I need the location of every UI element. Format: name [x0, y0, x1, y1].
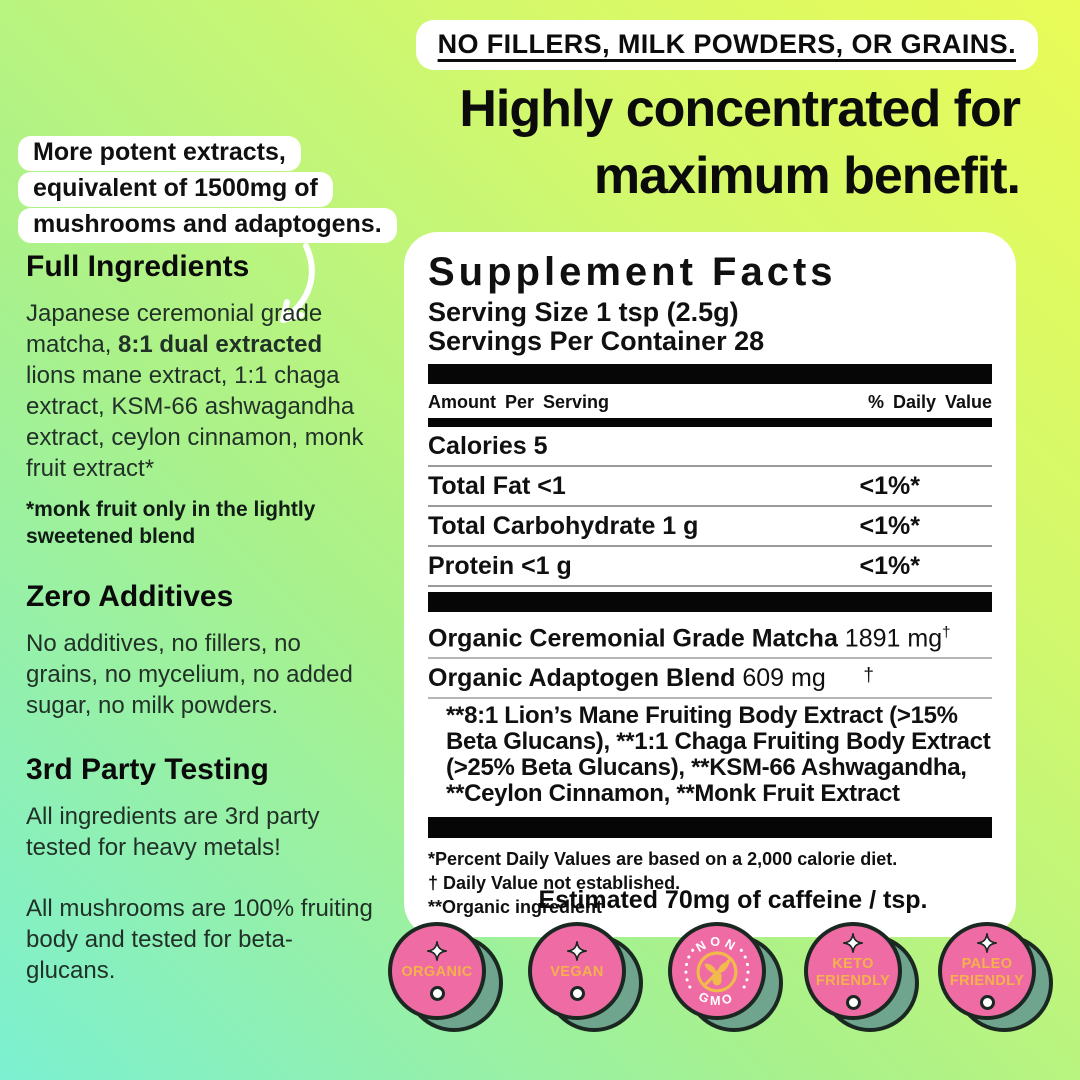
sparkle-icon	[843, 932, 863, 953]
badge-face: VEGAN	[528, 922, 626, 1020]
nutrient-name: Total Carbohydrate 1 g	[428, 512, 699, 540]
zero-additives-heading: Zero Additives	[26, 580, 234, 613]
servings-per-container: Servings Per Container 28	[428, 326, 765, 356]
sparkle-icon	[567, 941, 587, 961]
callout-row: mushrooms and adaptogens.	[18, 208, 418, 243]
down-arrow-icon	[280, 243, 315, 323]
matcha-row: Organic Ceremonial Grade Matcha 1891 mg†	[428, 619, 992, 660]
badge-dot	[569, 986, 585, 1001]
nutrient-row-calories: Calories 5	[428, 427, 992, 467]
callout-row: More potent extracts,	[18, 136, 418, 171]
badge-label: FRIENDLY	[949, 972, 1025, 989]
footnote-daily-value: † Daily Value not established.	[428, 873, 681, 894]
nutrient-value: <1%*	[859, 472, 920, 500]
daily-value-header: % Daily Value	[867, 392, 992, 412]
badge-bottom-text: GMO	[696, 989, 734, 1008]
badge-face: PALEO FRIENDLY	[938, 922, 1036, 1020]
badge-label: VEGAN	[550, 964, 604, 980]
badge-dot	[429, 986, 445, 1001]
sparkle-icon	[977, 932, 997, 953]
callout-row: equivalent of 1500mg of	[18, 172, 418, 207]
separator-bar-thick	[428, 592, 992, 612]
badge-label: PALEO	[961, 955, 1013, 972]
supplement-facts-title: Supplement Facts	[428, 250, 837, 294]
separator-bar-thin	[428, 418, 992, 427]
nutrient-value: <1%*	[859, 552, 920, 580]
badge-vegan: VEGAN	[528, 922, 650, 1040]
third-party-heading: 3rd Party Testing	[26, 753, 269, 786]
callout-bubble: More potent extracts, equivalent of 1500…	[18, 136, 418, 244]
separator-bar-thick	[428, 364, 992, 384]
headline-line-1: Highly concentrated for	[459, 80, 1021, 138]
badge-label: KETO	[832, 955, 874, 972]
nutrient-value: <1%*	[859, 512, 920, 540]
svg-text:GMO: GMO	[696, 989, 737, 1008]
amount-per-serving-header: Amount Per Serving	[428, 392, 610, 412]
blend-description: **8:1 Lion’s Mane Fruiting Body Extract …	[446, 702, 991, 808]
full-ingredients-heading: Full Ingredients	[26, 250, 250, 283]
matcha-name: Organic Ceremonial Grade Matcha	[428, 624, 838, 653]
matcha-dagger: †	[942, 624, 951, 641]
ingredients-text-pre: Japanese ceremonial grade matcha,	[26, 300, 323, 358]
nutrient-row-total-fat: Total Fat <1 <1%*	[428, 467, 992, 507]
blend-name: Organic Adaptogen Blend	[428, 664, 736, 693]
blend-row: Organic Adaptogen Blend 609 mg †	[428, 659, 992, 700]
blend-dagger: †	[863, 665, 874, 687]
badge-organic: ORGANIC	[388, 922, 510, 1040]
nutrient-row-carbohydrate: Total Carbohydrate 1 g <1%*	[428, 507, 992, 547]
nutrient-name: Protein <1 g	[428, 552, 572, 580]
badge-keto-friendly: KETO FRIENDLY	[804, 922, 926, 1040]
badge-dot	[979, 994, 995, 1010]
callout-line: equivalent of 1500mg of	[18, 172, 333, 207]
serving-size: Serving Size 1 tsp (2.5g)	[428, 297, 739, 327]
caffeine-note: Estimated 70mg of caffeine / tsp.	[538, 886, 928, 914]
blend-amount: 609 mg	[735, 664, 826, 693]
left-column: Full Ingredients Japanese ceremonial gra…	[26, 250, 374, 986]
headline-line-2: maximum benefit.	[593, 147, 1021, 205]
badge-non-gmo: NON GMO	[668, 922, 790, 1040]
supplement-facts-card: Supplement Facts Serving Size 1 tsp (2.5…	[404, 232, 1016, 938]
badge-dot	[845, 994, 861, 1010]
callout-line: More potent extracts,	[18, 136, 301, 171]
footnote-organic: **Organic ingredient	[428, 897, 603, 918]
badge-face: ORGANIC	[388, 922, 486, 1020]
badge-face: KETO FRIENDLY	[804, 922, 902, 1020]
third-party-paragraph-2: All mushrooms are 100% fruiting body and…	[26, 895, 373, 984]
badge-label: FRIENDLY	[815, 972, 891, 989]
no-fillers-banner: NO FILLERS, MILK POWDERS, OR GRAINS.	[415, 20, 1038, 70]
nutrient-name: Total Fat <1	[428, 472, 566, 500]
third-party-paragraph-1: All ingredients are 3rd party tested for…	[26, 803, 320, 861]
ingredients-text-bold: 8:1 dual extracted	[118, 331, 323, 358]
badge-face: NON GMO	[668, 922, 766, 1020]
footnote-percent-dv: *Percent Daily Values are based on a 2,0…	[428, 849, 898, 870]
matcha-amount: 1891 mg	[837, 624, 943, 653]
non-gmo-emblem-icon: NON GMO	[684, 935, 750, 1008]
monk-fruit-note: *monk fruit only in the lightly sweetene…	[26, 498, 316, 548]
table-header-row: Amount Per Serving % Daily Value	[428, 390, 992, 413]
nutrient-name: Calories 5	[428, 432, 548, 460]
badge-paleo-friendly: PALEO FRIENDLY	[938, 922, 1060, 1040]
separator-bar-thick	[428, 817, 992, 839]
ingredients-paragraph: Japanese ceremonial grade matcha, 8:1 du…	[26, 298, 374, 484]
ingredients-text-post: lions mane extract, 1:1 chaga extract, K…	[26, 362, 364, 482]
callout-line: mushrooms and adaptogens.	[18, 208, 397, 243]
headline: Highly concentrated for maximum benefit.	[459, 76, 1021, 210]
zero-additives-paragraph: No additives, no fillers, no grains, no …	[26, 630, 353, 719]
badge-label: ORGANIC	[401, 964, 473, 980]
sparkle-icon	[427, 941, 447, 961]
nutrient-row-protein: Protein <1 g <1%*	[428, 547, 992, 587]
